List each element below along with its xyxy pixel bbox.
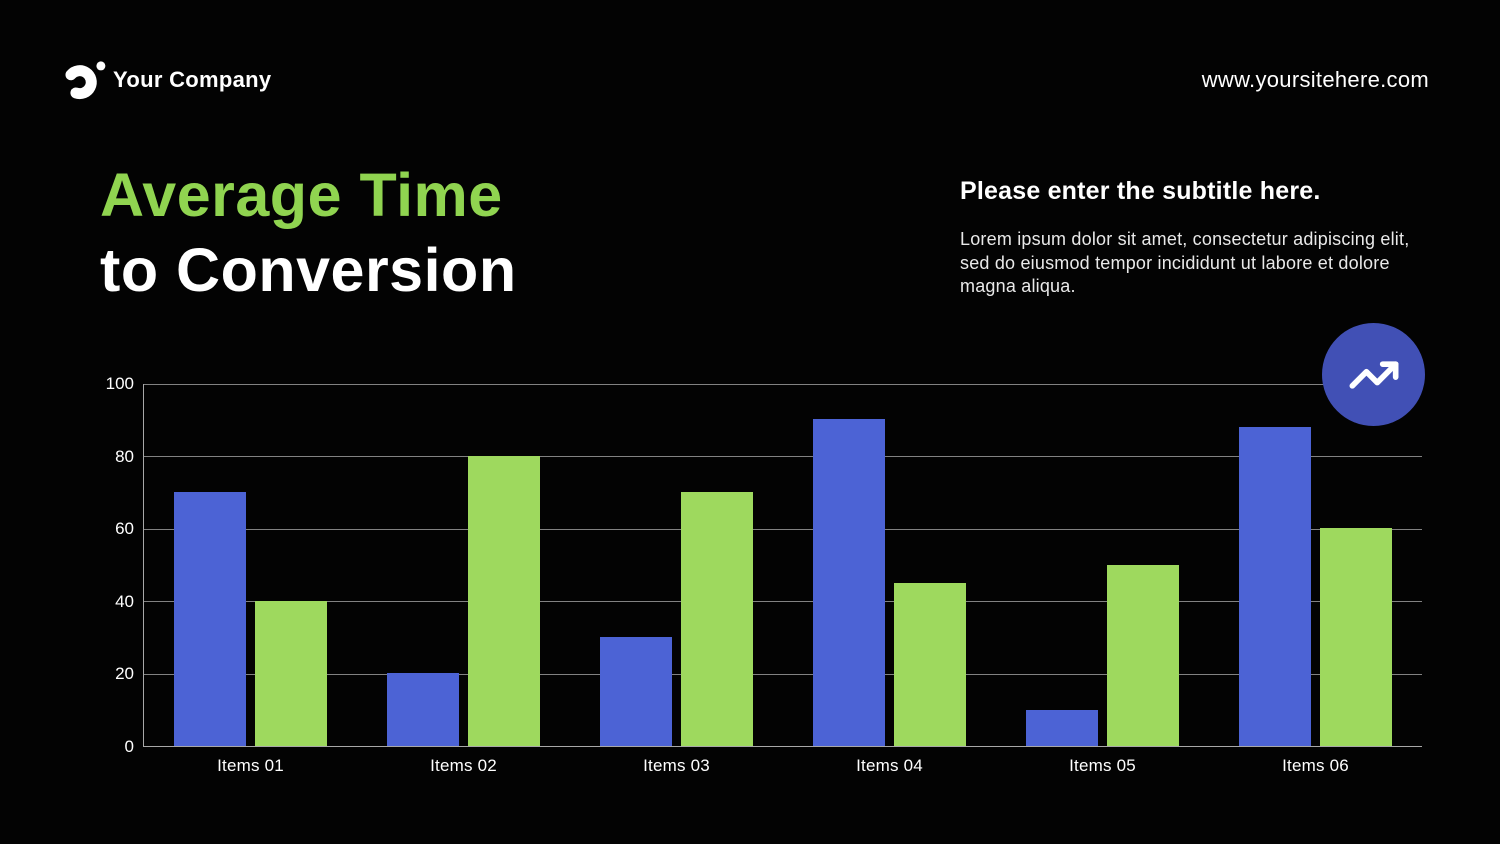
trending-up-icon [1349, 360, 1398, 389]
bar [387, 673, 459, 746]
page-title-line2: to Conversion [100, 236, 517, 304]
page-title-line1: Average Time [100, 161, 503, 229]
bar [255, 600, 327, 746]
bar [894, 582, 966, 746]
company-name: Your Company [113, 67, 272, 92]
x-tick-3: Items 03 [643, 756, 710, 775]
chart-bars [144, 384, 1422, 746]
bar [174, 491, 246, 746]
x-tick-1: Items 01 [217, 756, 284, 775]
x-tick-4: Items 04 [856, 756, 923, 775]
trend-badge [1322, 323, 1425, 426]
bar-group-6 [1209, 384, 1422, 746]
site-url: www.yoursitehere.com [1201, 67, 1429, 92]
bar [468, 455, 540, 746]
x-tick-5: Items 05 [1069, 756, 1136, 775]
subtitle-heading: Please enter the subtitle here. [960, 177, 1321, 205]
y-tick-20: 20 [115, 664, 134, 684]
gridline-80 [144, 456, 1422, 458]
bar-chart: 0 20 40 60 80 100 Items 01 Items 02 Items 03 Ite… [106, 374, 1422, 775]
subtitle-body: Lorem ipsum dolor sit amet, consectetur … [960, 229, 1410, 296]
x-tick-6: Items 06 [1282, 756, 1349, 775]
bar-group-4 [783, 384, 996, 746]
bar [813, 419, 885, 746]
y-tick-100: 100 [105, 374, 134, 393]
x-tick-2: Items 02 [430, 756, 497, 775]
gridline-60 [144, 528, 1422, 530]
bar [1026, 709, 1098, 746]
y-tick-60: 60 [115, 519, 134, 539]
bar-group-1 [144, 384, 357, 746]
y-tick-40: 40 [115, 591, 134, 611]
gridline-20 [144, 673, 1422, 675]
bar [681, 491, 753, 746]
subtitle-block: Please enter the subtitle here. Lorem ip… [960, 177, 1432, 299]
bar [1107, 564, 1179, 746]
page-title: Average Time to Conversion [100, 158, 517, 308]
bar-group-3 [570, 384, 783, 746]
y-tick-0: 0 [124, 737, 134, 756]
bar [600, 637, 672, 746]
bar-group-5 [996, 384, 1209, 746]
chart-x-axis-labels: Items 01 Items 02 Items 03 Items 04 Items 05… [144, 746, 1422, 776]
bar [1239, 426, 1311, 746]
y-tick-80: 80 [115, 446, 134, 466]
bar-group-2 [357, 384, 570, 746]
gridline-40 [144, 601, 1422, 603]
bar [1320, 528, 1392, 746]
company-logo-icon [65, 61, 106, 100]
gridline-100 [144, 383, 1422, 385]
